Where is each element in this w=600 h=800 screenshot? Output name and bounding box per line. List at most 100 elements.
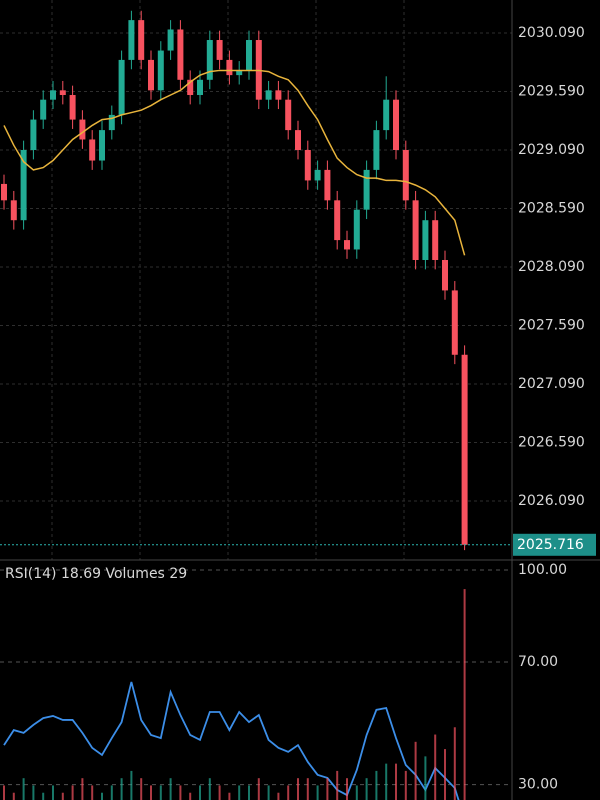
y-tick-label: 2026.590	[518, 435, 585, 451]
y-tick-label: 70.00	[518, 654, 558, 670]
volume-bar	[463, 589, 466, 800]
candle-body	[148, 59, 154, 91]
candle-body	[69, 95, 76, 120]
price-label-box	[513, 533, 596, 556]
candle-body	[373, 130, 380, 170]
candle-body	[20, 150, 27, 221]
volume-bar	[91, 785, 94, 800]
rsi-name: RSI(14)	[5, 566, 56, 582]
candle-body	[344, 240, 350, 250]
volume-bar	[238, 785, 241, 800]
candle-body	[177, 29, 184, 80]
candle-body	[353, 209, 360, 250]
candle-body	[79, 119, 86, 140]
volume-bar	[365, 778, 368, 800]
volume-bar	[189, 792, 192, 800]
volume-bar	[414, 741, 417, 800]
candle-body	[265, 90, 272, 100]
y-tick-label: 100.00	[518, 562, 567, 578]
volume-bar	[277, 792, 280, 800]
volume-bar	[355, 785, 358, 800]
candle-body	[50, 90, 56, 100]
candle-body	[236, 70, 243, 76]
candle-body	[432, 220, 439, 260]
volume-bar	[208, 778, 211, 800]
volume-bar	[110, 785, 113, 800]
volume-bar	[169, 778, 172, 800]
rsi-pane: 100.00 70.00 30.00	[0, 562, 567, 800]
y-tick-label: 2028.090	[518, 259, 585, 275]
volume-bar	[81, 778, 84, 800]
candle-body	[295, 130, 301, 151]
y-tick-label: 2028.590	[518, 201, 585, 217]
volume-bar	[150, 785, 152, 800]
y-tick-label: 2027.090	[518, 376, 585, 392]
volume-bar	[444, 749, 446, 800]
candle-body	[275, 90, 282, 100]
volume-bar	[199, 785, 201, 800]
volume-bar	[3, 785, 5, 800]
candle-body	[138, 20, 145, 60]
volume-bar	[130, 770, 133, 800]
volume-bar	[179, 785, 182, 800]
volume-bar	[326, 778, 329, 800]
candle-body	[461, 354, 468, 545]
candle-body	[59, 90, 66, 96]
candle-body	[402, 150, 409, 201]
price-pane: 2030.090 2029.590 2029.090 2028.590 2028.090…	[0, 0, 596, 560]
candle-body	[383, 99, 390, 131]
candle-body	[89, 139, 96, 161]
volume-value: 29	[169, 566, 187, 582]
volume-bar	[395, 763, 397, 800]
volume-bar	[61, 792, 64, 800]
candle-body	[118, 59, 125, 115]
candle-body	[226, 59, 233, 76]
candle-body	[393, 99, 399, 151]
candle-body	[10, 200, 17, 221]
candle-body	[451, 290, 458, 355]
candle-body	[197, 79, 203, 96]
candle-body	[1, 183, 7, 201]
y-tick-label: 2029.090	[518, 142, 585, 158]
candle-body	[412, 200, 419, 260]
volume-bar	[32, 785, 35, 800]
volume-bar	[22, 778, 25, 800]
candle-body	[99, 130, 105, 161]
candle-body	[334, 200, 341, 241]
volume-bar	[316, 785, 319, 800]
volume-bar	[52, 785, 54, 800]
volume-bar	[336, 770, 339, 800]
candle-body	[128, 20, 135, 60]
candle-body	[314, 169, 321, 181]
candle-body	[167, 29, 174, 51]
volume-bar	[42, 792, 45, 800]
volume-bar	[228, 792, 231, 800]
y-tick-label: 2026.090	[518, 493, 585, 509]
candle-body	[304, 150, 311, 181]
volume-bar	[101, 792, 103, 800]
candle-body	[108, 114, 115, 131]
candle-body	[40, 99, 47, 120]
volume-bar	[12, 792, 15, 800]
volume-bar	[120, 778, 123, 800]
volume-bar	[287, 785, 290, 800]
volume-bar	[140, 778, 143, 800]
indicator-header: RSI(14) 18.69 Volumes 29	[5, 566, 187, 582]
volume-bar	[306, 778, 309, 800]
volume-bar	[385, 763, 388, 800]
price-label: 2025.716	[517, 537, 584, 553]
candle-body	[206, 40, 213, 80]
rsi-value: 18.69	[61, 566, 101, 582]
volume-bar	[434, 734, 437, 800]
y-tick-label: 2027.590	[518, 318, 585, 334]
volume-bar	[248, 785, 250, 800]
candle-body	[246, 40, 252, 71]
candle-body	[324, 169, 331, 201]
candle-body	[30, 119, 37, 151]
candle-body	[187, 79, 194, 96]
candle-body	[422, 220, 429, 260]
candle-body	[157, 50, 164, 91]
y-tick-label: 2029.590	[518, 84, 585, 100]
volume-bar	[71, 785, 74, 800]
